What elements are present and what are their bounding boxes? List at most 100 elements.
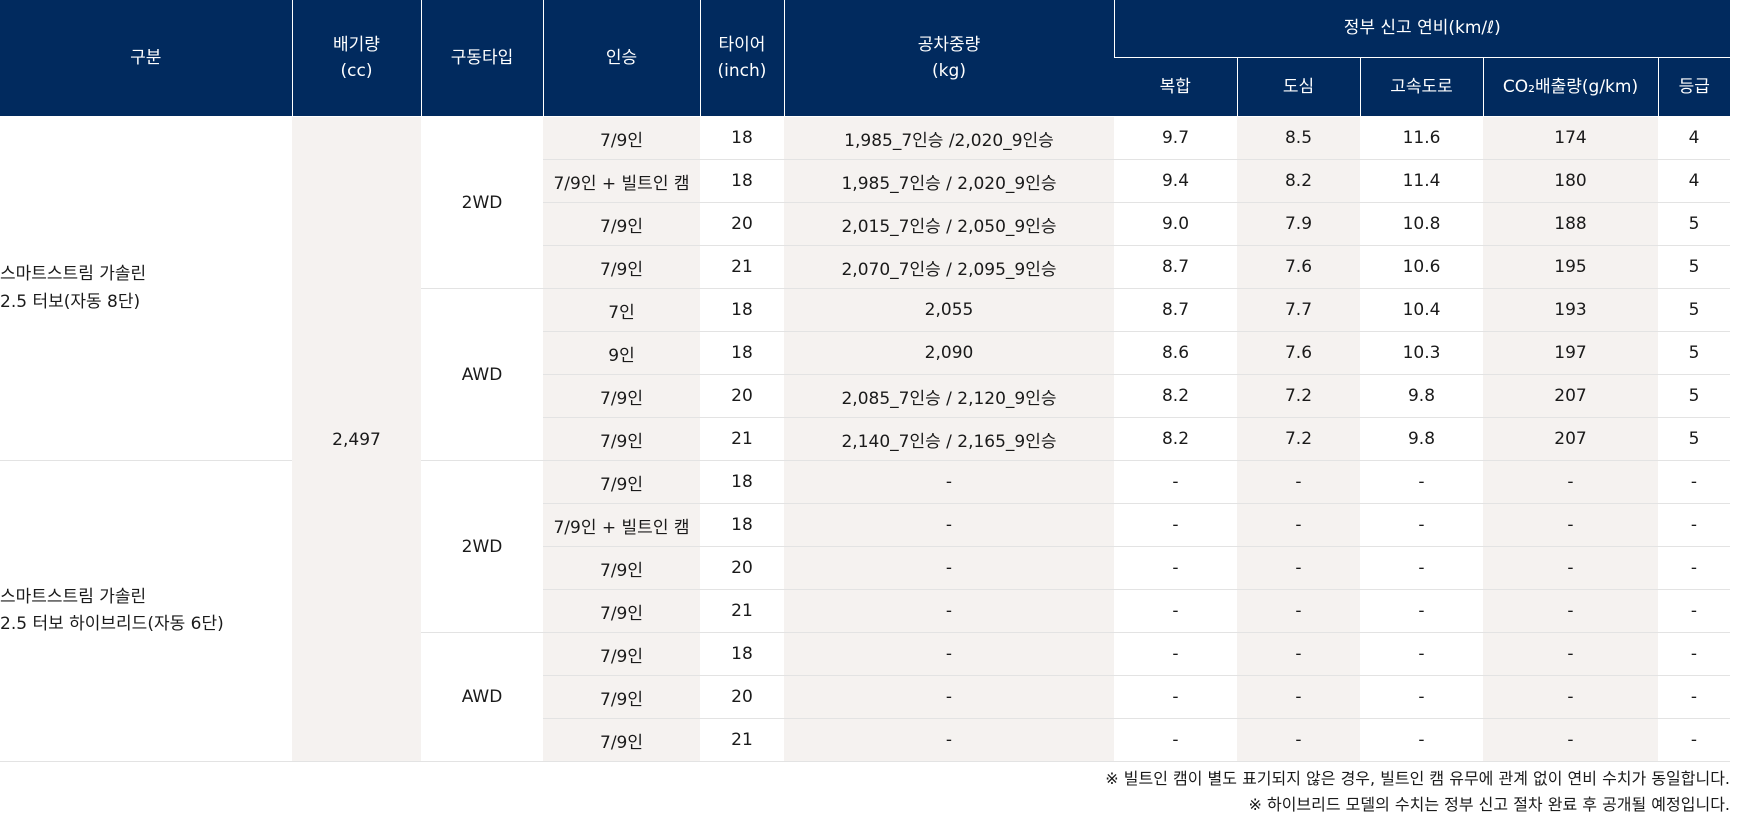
cell-group-name: 스마트스트림 가솔린 2.5 터보(자동 8단) — [0, 116, 292, 461]
cell-tire: 21 — [700, 718, 784, 762]
fuel-efficiency-table: 구분 배기량 (cc) 구동타입 인승 타이어 (inch) 공차중량 (kg)… — [0, 0, 1730, 762]
cell-grade: - — [1658, 460, 1730, 504]
cell-combined: 8.2 — [1114, 374, 1237, 418]
cell-weight: - — [784, 546, 1114, 590]
cell-city: - — [1237, 718, 1360, 762]
table-row: 스마트스트림 가솔린 2.5 터보 하이브리드(자동 6단) 2WD 7/9인 18-… — [0, 460, 1730, 762]
table-row: 스마트스트림 가솔린 2.5 터보(자동 8단) 2,497 2WD 7/9인 18 1,… — [0, 116, 1730, 762]
cell-highway: 9.8 — [1360, 374, 1483, 418]
cell-tire: 18 — [700, 632, 784, 676]
header-co2: CO₂배출량(g/km) — [1482, 57, 1658, 117]
cell-combined: 8.2 — [1114, 417, 1237, 461]
table-row: 7/9인 21- - - - - - — [0, 718, 1730, 762]
cell-drive: 2WD — [421, 116, 543, 289]
cell-highway: - — [1360, 632, 1483, 676]
cell-co2: - — [1483, 546, 1658, 590]
cell-weight: 1,985_7인승 / 2,020_9인승 — [784, 159, 1114, 203]
cell-grade: 4 — [1658, 116, 1730, 160]
footnotes: ※ 빌트인 캠이 별도 표기되지 않은 경우, 빌트인 캠 유무에 관계 없이 … — [0, 762, 1730, 817]
cell-combined: 8.6 — [1114, 331, 1237, 375]
table-row: AWD 7인 18 2,055 8.7 7.7 10.4 193 5 — [0, 288, 1730, 461]
cell-tire: 18 — [700, 503, 784, 547]
cell-drive: AWD — [421, 288, 543, 461]
cell-co2: 193 — [1483, 288, 1658, 332]
table-row: 7/9인 20- - - - - - — [0, 675, 1730, 719]
cell-city: - — [1237, 675, 1360, 719]
cell-tire: 20 — [700, 675, 784, 719]
cell-combined: - — [1114, 632, 1237, 676]
cell-grade: 5 — [1658, 417, 1730, 461]
cell-highway: 10.3 — [1360, 331, 1483, 375]
cell-tire: 21 — [700, 245, 784, 289]
table-row: 7/9인 21 2,070_7인승 / 2,095_9인승 8.7 7.6 10.6 195… — [0, 245, 1730, 289]
cell-combined: 9.0 — [1114, 202, 1237, 246]
cell-seats: 7인 — [543, 288, 700, 332]
cell-co2: - — [1483, 675, 1658, 719]
cell-city: 7.2 — [1237, 374, 1360, 418]
cell-highway: - — [1360, 546, 1483, 590]
cell-combined: 9.4 — [1114, 159, 1237, 203]
cell-co2: - — [1483, 460, 1658, 504]
cell-highway: 11.4 — [1360, 159, 1483, 203]
cell-highway: 9.8 — [1360, 417, 1483, 461]
cell-city: 7.2 — [1237, 417, 1360, 461]
cell-grade: - — [1658, 589, 1730, 633]
cell-city: 7.9 — [1237, 202, 1360, 246]
cell-tire: 18 — [700, 460, 784, 504]
cell-city: - — [1237, 589, 1360, 633]
cell-highway: - — [1360, 589, 1483, 633]
cell-seats: 7/9인 + 빌트인 캠 — [543, 159, 700, 203]
cell-city: 7.7 — [1237, 288, 1360, 332]
cell-co2: 180 — [1483, 159, 1658, 203]
cell-highway: 10.6 — [1360, 245, 1483, 289]
cell-highway: - — [1360, 503, 1483, 547]
cell-grade: - — [1658, 632, 1730, 676]
cell-combined: - — [1114, 675, 1237, 719]
cell-co2: 207 — [1483, 417, 1658, 461]
cell-tire: 18 — [700, 116, 784, 160]
cell-weight: 2,090 — [784, 331, 1114, 375]
cell-weight: 2,070_7인승 / 2,095_9인승 — [784, 245, 1114, 289]
cell-seats: 9인 — [543, 331, 700, 375]
cell-tire: 18 — [700, 331, 784, 375]
cell-tire: 20 — [700, 546, 784, 590]
cell-combined: 8.7 — [1114, 245, 1237, 289]
cell-weight: 2,015_7인승 / 2,050_9인승 — [784, 202, 1114, 246]
cell-tire: 20 — [700, 374, 784, 418]
cell-highway: - — [1360, 460, 1483, 504]
cell-combined: - — [1114, 460, 1237, 504]
cell-combined: - — [1114, 546, 1237, 590]
footnote: ※ 하이브리드 모델의 수치는 정부 신고 절차 완료 후 공개될 예정입니다. — [1248, 794, 1730, 814]
cell-combined: - — [1114, 589, 1237, 633]
cell-weight: 2,055 — [784, 288, 1114, 332]
cell-weight: - — [784, 718, 1114, 762]
cell-seats: 7/9인 — [543, 245, 700, 289]
cell-co2: 188 — [1483, 202, 1658, 246]
cell-weight: 2,085_7인승 / 2,120_9인승 — [784, 374, 1114, 418]
cell-city: - — [1237, 503, 1360, 547]
header-city: 도심 — [1236, 57, 1360, 117]
cell-tire: 21 — [700, 417, 784, 461]
cell-weight: - — [784, 675, 1114, 719]
header-weight: 공차중량 (kg) — [783, 0, 1114, 117]
cell-city: - — [1237, 632, 1360, 676]
cell-seats: 7/9인 — [543, 589, 700, 633]
table-header: 구분 배기량 (cc) 구동타입 인승 타이어 (inch) 공차중량 (kg)… — [0, 0, 1730, 117]
header-displacement: 배기량 (cc) — [291, 0, 421, 117]
cell-city: - — [1237, 546, 1360, 590]
cell-seats: 7/9인 — [543, 718, 700, 762]
cell-seats: 7/9인 — [543, 202, 700, 246]
cell-tire: 18 — [700, 288, 784, 332]
cell-combined: 8.7 — [1114, 288, 1237, 332]
table-row: 7/9인 + 빌트인 캠 18 1,985_7인승 / 2,020_9인승 9.4 8.… — [0, 159, 1730, 203]
cell-grade: 5 — [1658, 288, 1730, 332]
header-combined: 복합 — [1114, 57, 1237, 117]
cell-seats: 7/9인 + 빌트인 캠 — [543, 503, 700, 547]
cell-seats: 7/9인 — [543, 374, 700, 418]
cell-grade: - — [1658, 718, 1730, 762]
table-row: 7/9인 + 빌트인 캠 18- - - - - - — [0, 503, 1730, 547]
cell-seats: 7/9인 — [543, 417, 700, 461]
cell-co2: 207 — [1483, 374, 1658, 418]
header-drive: 구동타입 — [420, 0, 543, 117]
